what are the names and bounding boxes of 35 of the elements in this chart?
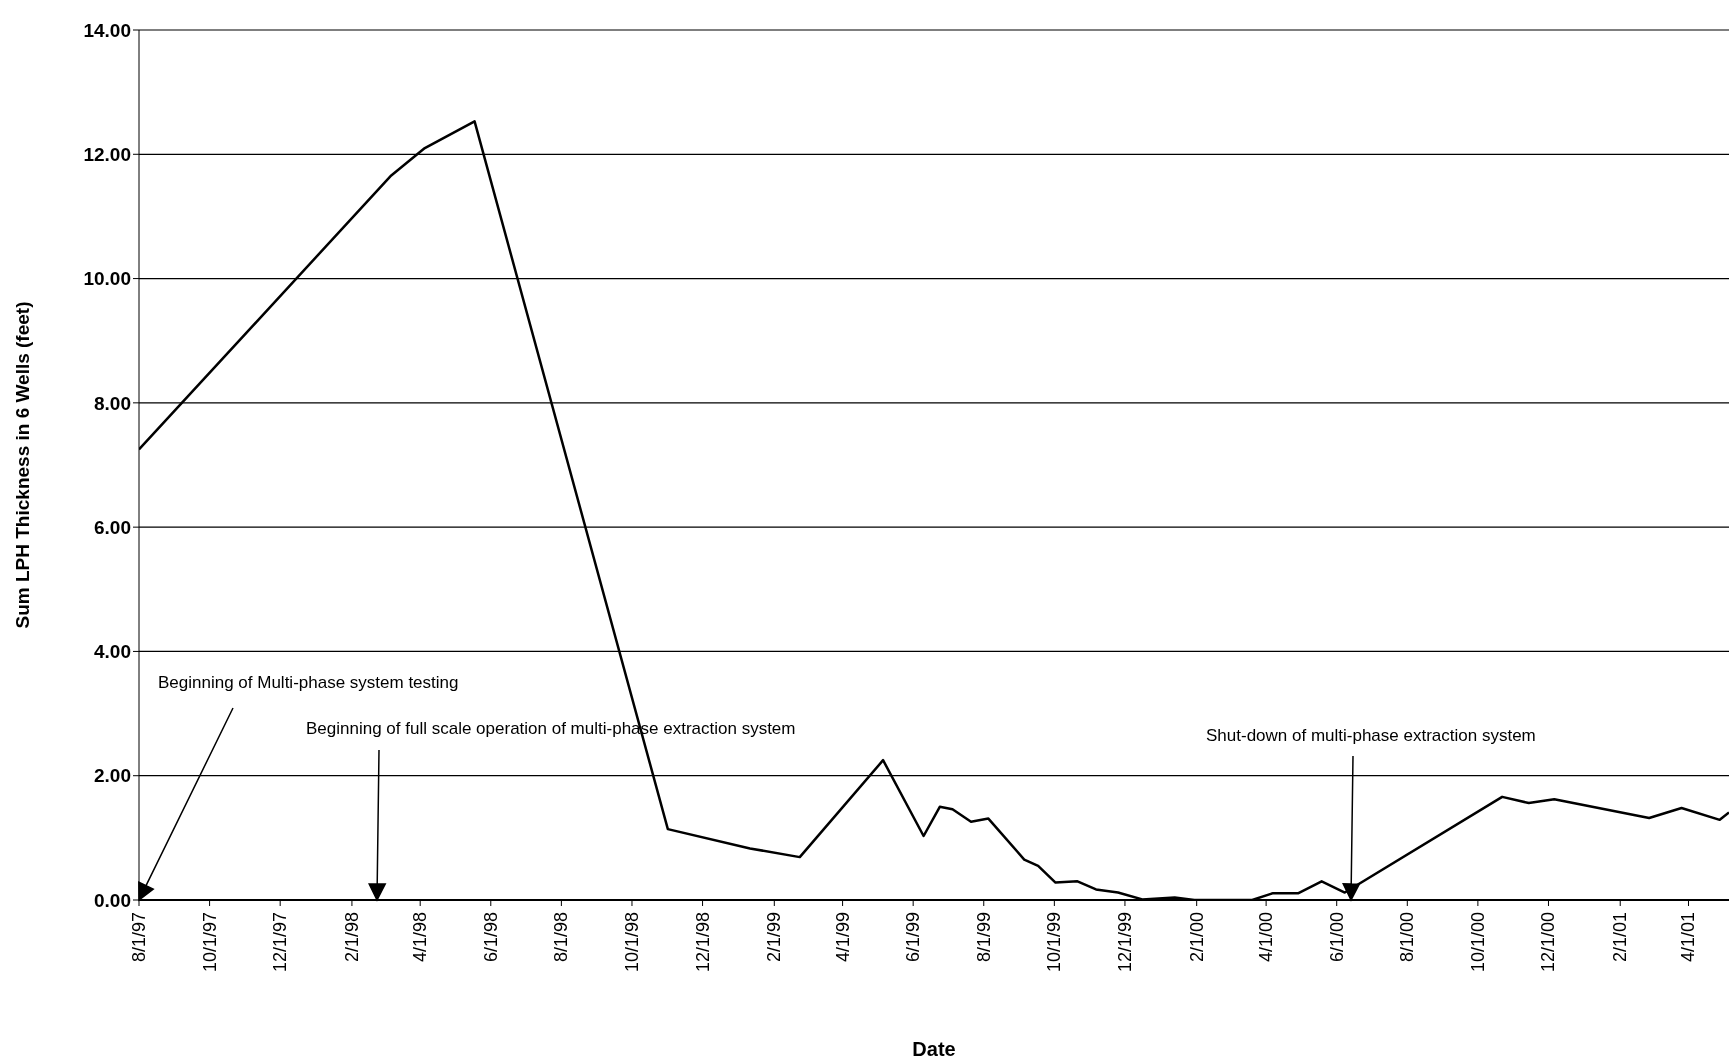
y-tick-label: 12.00 <box>83 144 131 166</box>
x-tick-label: 10/1/98 <box>621 912 642 973</box>
x-tick-label: 8/1/98 <box>551 912 572 963</box>
x-tick-label: 12/1/98 <box>692 912 713 973</box>
y-tick-label: 0.00 <box>94 889 131 911</box>
annotation: Shut-down of multi-phase extraction system <box>1206 726 1536 745</box>
x-tick-label: 4/1/99 <box>832 912 853 963</box>
annotation: Beginning of Multi-phase system testing <box>158 673 459 692</box>
x-tick-label: 8/1/99 <box>973 912 994 963</box>
x-tick-label: 2/1/01 <box>1610 912 1631 963</box>
y-tick-label: 14.00 <box>83 19 131 41</box>
x-axis-title: Date <box>912 1038 956 1060</box>
y-tick-label: 6.00 <box>94 516 131 538</box>
x-tick-label: 6/1/99 <box>903 912 924 963</box>
x-tick-label: 2/1/98 <box>341 912 362 963</box>
x-tick-label: 2/1/99 <box>764 912 785 963</box>
y-tick-label: 2.00 <box>94 765 131 787</box>
x-tick-label: 12/1/00 <box>1538 912 1559 973</box>
x-tick-label: 12/1/99 <box>1114 912 1135 973</box>
x-tick-label: 2/1/00 <box>1186 912 1207 963</box>
x-tick-label: 8/1/97 <box>129 912 149 963</box>
x-tick-label: 6/1/98 <box>480 912 501 963</box>
x-tick-label: 4/1/98 <box>410 912 431 963</box>
x-tick-label: 6/1/00 <box>1326 912 1347 963</box>
x-tick-label: 12/1/97 <box>270 912 291 973</box>
x-tick-label: 4/1/01 <box>1678 912 1699 963</box>
y-tick-label: 10.00 <box>83 268 131 290</box>
x-tick-label: 10/1/99 <box>1044 912 1065 973</box>
x-tick-label: 10/1/97 <box>199 912 220 973</box>
x-tick-label: 4/1/00 <box>1256 912 1277 963</box>
x-tick-label: 8/1/00 <box>1397 912 1418 963</box>
y-axis-title: Sum LPH Thickness in 6 Wells (feet) <box>11 301 33 629</box>
x-tick-label: 10/1/00 <box>1467 912 1488 973</box>
y-tick-label: 4.00 <box>94 641 131 663</box>
y-tick-label: 8.00 <box>94 392 131 414</box>
